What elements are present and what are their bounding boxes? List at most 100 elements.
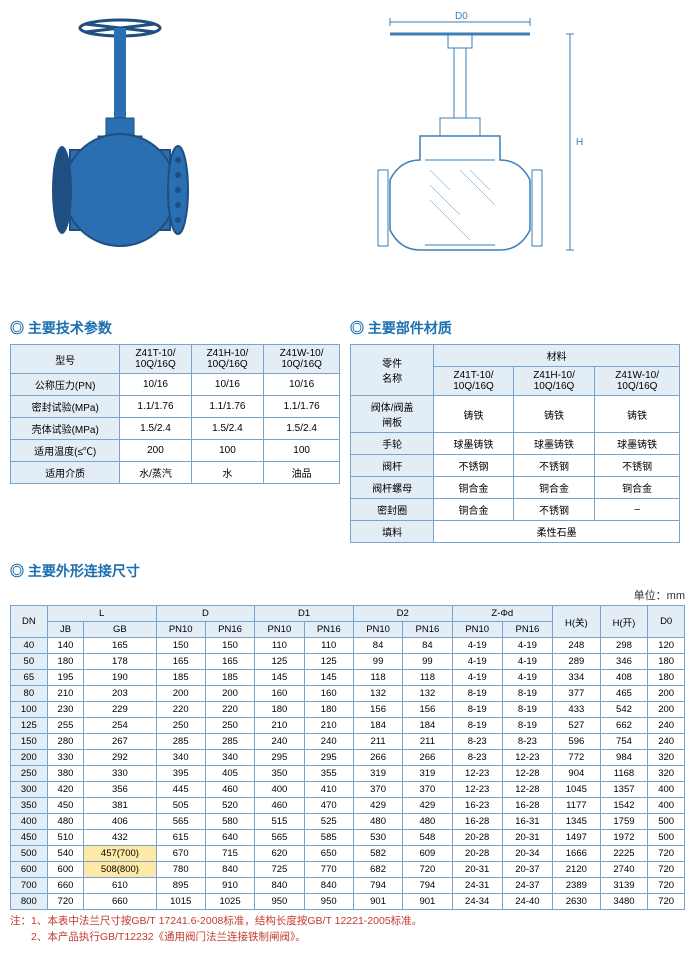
cell: 178 bbox=[84, 654, 156, 670]
cell: 100 bbox=[264, 440, 340, 462]
table-row: 35045038150552046047042942916-2316-28117… bbox=[11, 798, 685, 814]
cell: 160 bbox=[255, 686, 304, 702]
cell: 510 bbox=[47, 830, 84, 846]
cell: 180 bbox=[47, 654, 84, 670]
cell: 660 bbox=[84, 894, 156, 910]
cell: 不锈钢 bbox=[513, 499, 594, 521]
table-row: 1502802672852852402402112118-238-2359675… bbox=[11, 734, 685, 750]
col-header: PN10 bbox=[255, 622, 304, 638]
dimensions-section: 主要外形连接尺寸 单位：mm DN L D D1 D2 Z-Φd H(关) H(… bbox=[10, 561, 685, 946]
cell: 542 bbox=[600, 702, 648, 718]
cell: 24-34 bbox=[452, 894, 502, 910]
label-h: H bbox=[576, 137, 583, 148]
cell: 180 bbox=[304, 702, 353, 718]
col-header: PN16 bbox=[502, 622, 552, 638]
cell: 429 bbox=[353, 798, 402, 814]
table-row: DN L D D1 D2 Z-Φd H(关) H(开) D0 bbox=[11, 606, 685, 622]
cell: 470 bbox=[304, 798, 353, 814]
page: D0 H bbox=[0, 0, 695, 956]
cell: 794 bbox=[403, 878, 452, 894]
params-materials-row: 主要技术参数 型号 Z41T-10/ 10Q/16Q Z41H-10/ 10Q/… bbox=[10, 310, 685, 543]
cell: 500 bbox=[648, 830, 685, 846]
cell: 508(800) bbox=[84, 862, 156, 878]
cell: 8-23 bbox=[452, 750, 502, 766]
table-row: 40048040656558051552548048016-2816-31134… bbox=[11, 814, 685, 830]
table-row: 公称压力(PN)10/1610/1610/16 bbox=[11, 374, 340, 396]
cell: 433 bbox=[553, 702, 601, 718]
cell: 180 bbox=[255, 702, 304, 718]
row-header: 300 bbox=[11, 782, 48, 798]
cell: 460 bbox=[255, 798, 304, 814]
cell: 4-19 bbox=[452, 670, 502, 686]
cell: 901 bbox=[403, 894, 452, 910]
cell: 118 bbox=[403, 670, 452, 686]
col-header: H(开) bbox=[600, 606, 648, 638]
cell: 110 bbox=[255, 638, 304, 654]
cell: 16-23 bbox=[452, 798, 502, 814]
cell: 355 bbox=[304, 766, 353, 782]
cell: 465 bbox=[600, 686, 648, 702]
cell: 100 bbox=[191, 440, 264, 462]
cell: 240 bbox=[648, 734, 685, 750]
cell: 8-19 bbox=[502, 686, 552, 702]
cell: 8-19 bbox=[502, 718, 552, 734]
cell: 铸铁 bbox=[434, 396, 514, 433]
cell: 600 bbox=[47, 862, 84, 878]
valve-diagram-svg: D0 H bbox=[330, 10, 610, 270]
cell: 120 bbox=[648, 638, 685, 654]
col-header: PN16 bbox=[304, 622, 353, 638]
cell: 267 bbox=[84, 734, 156, 750]
cell: 720 bbox=[648, 862, 685, 878]
col-header: PN10 bbox=[156, 622, 205, 638]
cell: 4-19 bbox=[502, 638, 552, 654]
cell: 794 bbox=[353, 878, 402, 894]
cell: 381 bbox=[84, 798, 156, 814]
cell: 210 bbox=[304, 718, 353, 734]
table-row: 600600508(800)78084072577068272020-3120-… bbox=[11, 862, 685, 878]
cell: 370 bbox=[353, 782, 402, 798]
row-header: 500 bbox=[11, 846, 48, 862]
table-row: 651951901851851451451181184-194-19334408… bbox=[11, 670, 685, 686]
table-row: 4014016515015011011084844-194-1924829812… bbox=[11, 638, 685, 654]
cell: 1345 bbox=[553, 814, 601, 830]
cell: 410 bbox=[304, 782, 353, 798]
cell: 408 bbox=[600, 670, 648, 686]
cell: 429 bbox=[403, 798, 452, 814]
cell: 2740 bbox=[600, 862, 648, 878]
params-heading: 主要技术参数 bbox=[10, 318, 340, 338]
cell: 200 bbox=[648, 702, 685, 718]
cell: 180 bbox=[648, 670, 685, 686]
cell: 254 bbox=[84, 718, 156, 734]
cell: 铜合金 bbox=[434, 477, 514, 499]
cell: 195 bbox=[47, 670, 84, 686]
table-row: 型号 Z41T-10/ 10Q/16Q Z41H-10/ 10Q/16Q Z41… bbox=[11, 345, 340, 374]
cell: 377 bbox=[553, 686, 601, 702]
cell: 346 bbox=[600, 654, 648, 670]
cell: 200 bbox=[156, 686, 205, 702]
cell: 125 bbox=[304, 654, 353, 670]
cell: 油品 bbox=[264, 462, 340, 484]
cell: 320 bbox=[648, 766, 685, 782]
cell: 895 bbox=[156, 878, 205, 894]
row-header: 200 bbox=[11, 750, 48, 766]
table-row: 5018017816516512512599994-194-1928934618… bbox=[11, 654, 685, 670]
cell: 200 bbox=[205, 686, 254, 702]
row-header: 密封圈 bbox=[351, 499, 434, 521]
cell: 水 bbox=[191, 462, 264, 484]
cell: 350 bbox=[255, 766, 304, 782]
cell: 585 bbox=[304, 830, 353, 846]
cell: 285 bbox=[205, 734, 254, 750]
table-row: 1002302292202201801801561568-198-1943354… bbox=[11, 702, 685, 718]
cell: 565 bbox=[255, 830, 304, 846]
cell: 20-34 bbox=[502, 846, 552, 862]
cell: 330 bbox=[47, 750, 84, 766]
row-header: 250 bbox=[11, 766, 48, 782]
cell: 1045 bbox=[553, 782, 601, 798]
row-header: 800 bbox=[11, 894, 48, 910]
cell: 527 bbox=[553, 718, 601, 734]
col-header: Z-Φd bbox=[452, 606, 552, 622]
cell: 505 bbox=[156, 798, 205, 814]
col-header: JB bbox=[47, 622, 84, 638]
cell: 2630 bbox=[553, 894, 601, 910]
note-line: 注：1、本表中法兰尺寸按GB/T 17241.6-2008标准，结构长度按GB/… bbox=[10, 914, 685, 930]
